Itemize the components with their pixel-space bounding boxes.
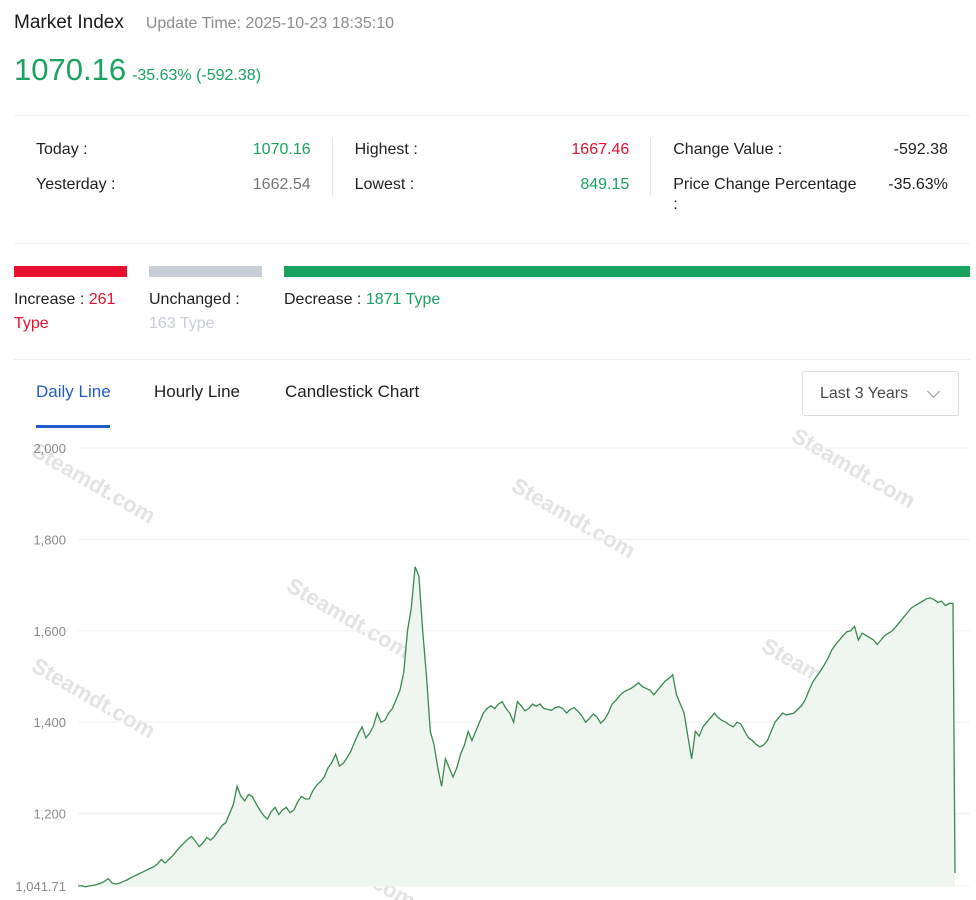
tab-hourly-line[interactable]: Hourly Line bbox=[154, 382, 240, 401]
divider bbox=[14, 115, 970, 116]
stat-change-value: Change Value : -592.38 bbox=[673, 140, 948, 160]
update-time: Update Time: 2025-10-23 18:35:10 bbox=[145, 15, 394, 32]
y-tick-label: 1,400 bbox=[33, 715, 66, 730]
y-tick-label: 1,800 bbox=[33, 532, 66, 547]
series-area bbox=[78, 566, 955, 887]
y-tick-label: 1,200 bbox=[33, 807, 66, 822]
stat-value: 1070.16 bbox=[252, 141, 311, 158]
stat-change-pct: Price Change Percentage : -35.63% bbox=[673, 175, 948, 215]
stat-label: Today : bbox=[36, 141, 88, 158]
y-tick-label: 2,000 bbox=[33, 441, 66, 456]
price-row: 1070.16 -35.63% (-592.38) bbox=[14, 52, 261, 88]
series-line bbox=[78, 566, 956, 888]
stat-label: Change Value : bbox=[673, 141, 783, 158]
y-axis-ticks: 2,000 1,800 1,600 1,400 1,200 1,041.71 bbox=[15, 441, 66, 894]
tab-daily-line[interactable]: Daily Line bbox=[36, 382, 111, 401]
unchanged-bar bbox=[149, 266, 262, 277]
unchanged-value: 163 Type bbox=[149, 315, 215, 332]
stat-label: Price Change Percentage : bbox=[673, 176, 857, 213]
increase-label: Increase : bbox=[14, 291, 85, 308]
unchanged-label: Unchanged : bbox=[149, 291, 240, 308]
price-change: -35.63% (-592.38) bbox=[132, 67, 262, 84]
stats-panel: Today : 1070.16 Yesterday : 1662.54 High… bbox=[14, 116, 970, 243]
increase-legend: Increase : 261 Type bbox=[14, 288, 134, 336]
watermark-text: Steamdt.com bbox=[283, 573, 415, 664]
range-select-value: Last 3 Years bbox=[820, 385, 909, 402]
stats-col-today: Today : 1070.16 Yesterday : 1662.54 bbox=[14, 116, 333, 243]
stat-label: Highest : bbox=[354, 141, 418, 158]
active-tab-indicator bbox=[36, 425, 110, 428]
divider bbox=[14, 243, 970, 244]
increase-value: 261 Type bbox=[14, 291, 116, 332]
stat-today: Today : 1070.16 bbox=[36, 140, 311, 160]
stat-yesterday: Yesterday : 1662.54 bbox=[36, 175, 311, 195]
stat-value: 1662.54 bbox=[252, 176, 311, 193]
stat-label: Yesterday : bbox=[36, 176, 116, 193]
divider bbox=[14, 359, 970, 360]
price-chart[interactable]: Steamdt.com Steamdt.comSteamdt.comSteamdt… bbox=[0, 430, 976, 900]
decrease-bar bbox=[284, 266, 970, 277]
chevron-down-icon bbox=[927, 385, 940, 398]
page-title: Market Index bbox=[14, 12, 124, 33]
y-tick-label: 1,600 bbox=[33, 624, 66, 639]
distribution-bars: Increase : 261 Type Unchanged : 163 Type… bbox=[14, 266, 970, 346]
header: Market Index Update Time: 2025-10-23 18:… bbox=[14, 12, 394, 34]
stat-lowest: Lowest : 849.15 bbox=[355, 175, 630, 195]
watermark-text: Steamdt.com bbox=[788, 430, 920, 513]
watermark-text: Steamdt.com bbox=[508, 473, 640, 564]
stats-col-range: Highest : 1667.46 Lowest : 849.15 bbox=[333, 116, 652, 243]
stat-value: 1667.46 bbox=[571, 141, 630, 158]
decrease-legend: Decrease : 1871 Type bbox=[284, 288, 684, 312]
stat-value: 849.15 bbox=[580, 176, 630, 193]
stat-value: -35.63% bbox=[888, 176, 948, 193]
stat-value: -592.38 bbox=[893, 141, 948, 158]
range-select[interactable]: Last 3 Years bbox=[802, 371, 959, 416]
stat-highest: Highest : 1667.46 bbox=[355, 140, 630, 160]
decrease-value: 1871 Type bbox=[365, 291, 441, 308]
increase-bar bbox=[14, 266, 127, 277]
stats-col-change: Change Value : -592.38 Price Change Perc… bbox=[651, 116, 970, 243]
stat-label: Lowest : bbox=[354, 176, 415, 193]
decrease-label: Decrease : bbox=[284, 291, 362, 308]
unchanged-legend: Unchanged : 163 Type bbox=[149, 288, 269, 336]
current-price: 1070.16 bbox=[14, 52, 127, 87]
tab-candlestick-chart[interactable]: Candlestick Chart bbox=[285, 382, 420, 401]
y-tick-label: 1,041.71 bbox=[15, 879, 66, 894]
